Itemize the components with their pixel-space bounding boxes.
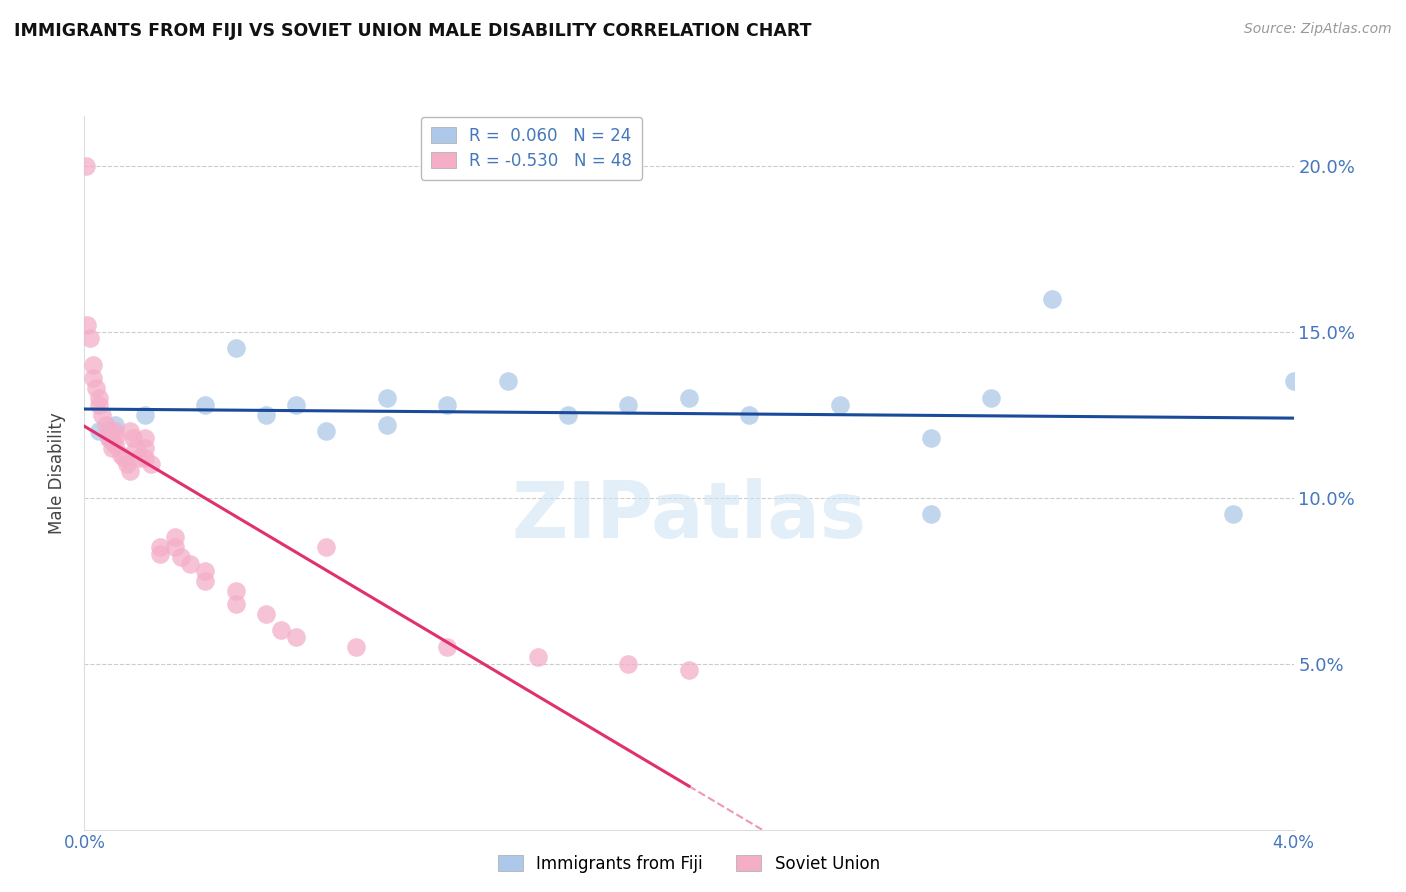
Point <box>165 531 187 545</box>
Point <box>94 417 117 432</box>
Point <box>104 424 127 438</box>
Point <box>76 318 98 332</box>
Point <box>254 408 277 422</box>
Point <box>89 398 111 412</box>
Legend: Immigrants from Fiji, Soviet Union: Immigrants from Fiji, Soviet Union <box>492 848 886 880</box>
Point <box>112 450 135 465</box>
Point <box>225 341 247 355</box>
Point <box>104 431 127 445</box>
Text: Source: ZipAtlas.com: Source: ZipAtlas.com <box>1244 22 1392 37</box>
Point <box>194 398 217 412</box>
Point <box>149 541 172 555</box>
Point <box>375 391 398 405</box>
Point <box>97 424 120 438</box>
Point <box>82 371 104 385</box>
Point <box>738 408 761 422</box>
Point <box>115 458 138 472</box>
Point <box>89 391 111 405</box>
Point <box>86 381 108 395</box>
Point <box>254 607 277 621</box>
Point <box>97 431 120 445</box>
Point <box>118 424 141 438</box>
Point <box>980 391 1002 405</box>
Point <box>920 508 942 522</box>
Point <box>678 391 700 405</box>
Point <box>97 431 120 445</box>
Point <box>678 663 700 677</box>
Y-axis label: Male Disability: Male Disability <box>48 412 66 533</box>
Point <box>110 448 132 462</box>
Point <box>346 640 368 654</box>
Point <box>830 398 852 412</box>
Point <box>315 541 337 555</box>
Point <box>100 441 122 455</box>
Text: IMMIGRANTS FROM FIJI VS SOVIET UNION MALE DISABILITY CORRELATION CHART: IMMIGRANTS FROM FIJI VS SOVIET UNION MAL… <box>14 22 811 40</box>
Point <box>104 417 127 432</box>
Point <box>100 434 122 449</box>
Point <box>134 431 156 445</box>
Point <box>315 424 337 438</box>
Point <box>165 541 187 555</box>
Point <box>496 375 519 389</box>
Point <box>436 640 458 654</box>
Point <box>1040 292 1063 306</box>
Point <box>225 597 247 611</box>
Point <box>79 331 101 345</box>
Point <box>128 450 150 465</box>
Point <box>75 159 97 173</box>
Legend: R =  0.060   N = 24, R = -0.530   N = 48: R = 0.060 N = 24, R = -0.530 N = 48 <box>422 117 643 180</box>
Point <box>89 424 111 438</box>
Point <box>285 398 308 412</box>
Point <box>270 624 292 638</box>
Point <box>617 657 640 671</box>
Point <box>104 437 127 451</box>
Point <box>121 431 143 445</box>
Point <box>82 358 104 372</box>
Text: ZIPatlas: ZIPatlas <box>512 477 866 554</box>
Point <box>527 650 550 665</box>
Point <box>125 441 148 455</box>
Point <box>617 398 640 412</box>
Point <box>194 564 217 578</box>
Point <box>149 547 172 561</box>
Point <box>194 574 217 588</box>
Point <box>920 431 942 445</box>
Point <box>179 557 201 571</box>
Point <box>139 458 162 472</box>
Point <box>91 408 114 422</box>
Point <box>118 464 141 478</box>
Point <box>1282 375 1305 389</box>
Point <box>1222 508 1244 522</box>
Point <box>285 630 308 644</box>
Point <box>375 417 398 432</box>
Point <box>436 398 458 412</box>
Point <box>134 408 156 422</box>
Point <box>134 441 156 455</box>
Point <box>134 450 156 465</box>
Point <box>557 408 579 422</box>
Point <box>225 583 247 598</box>
Point <box>170 550 193 565</box>
